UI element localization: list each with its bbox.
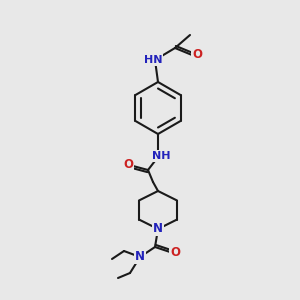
Text: O: O [192,49,202,62]
Text: N: N [135,250,145,263]
Text: NH: NH [152,151,170,161]
Text: N: N [153,223,163,236]
Text: O: O [170,247,180,260]
Text: HN: HN [144,55,162,65]
Text: O: O [123,158,133,170]
